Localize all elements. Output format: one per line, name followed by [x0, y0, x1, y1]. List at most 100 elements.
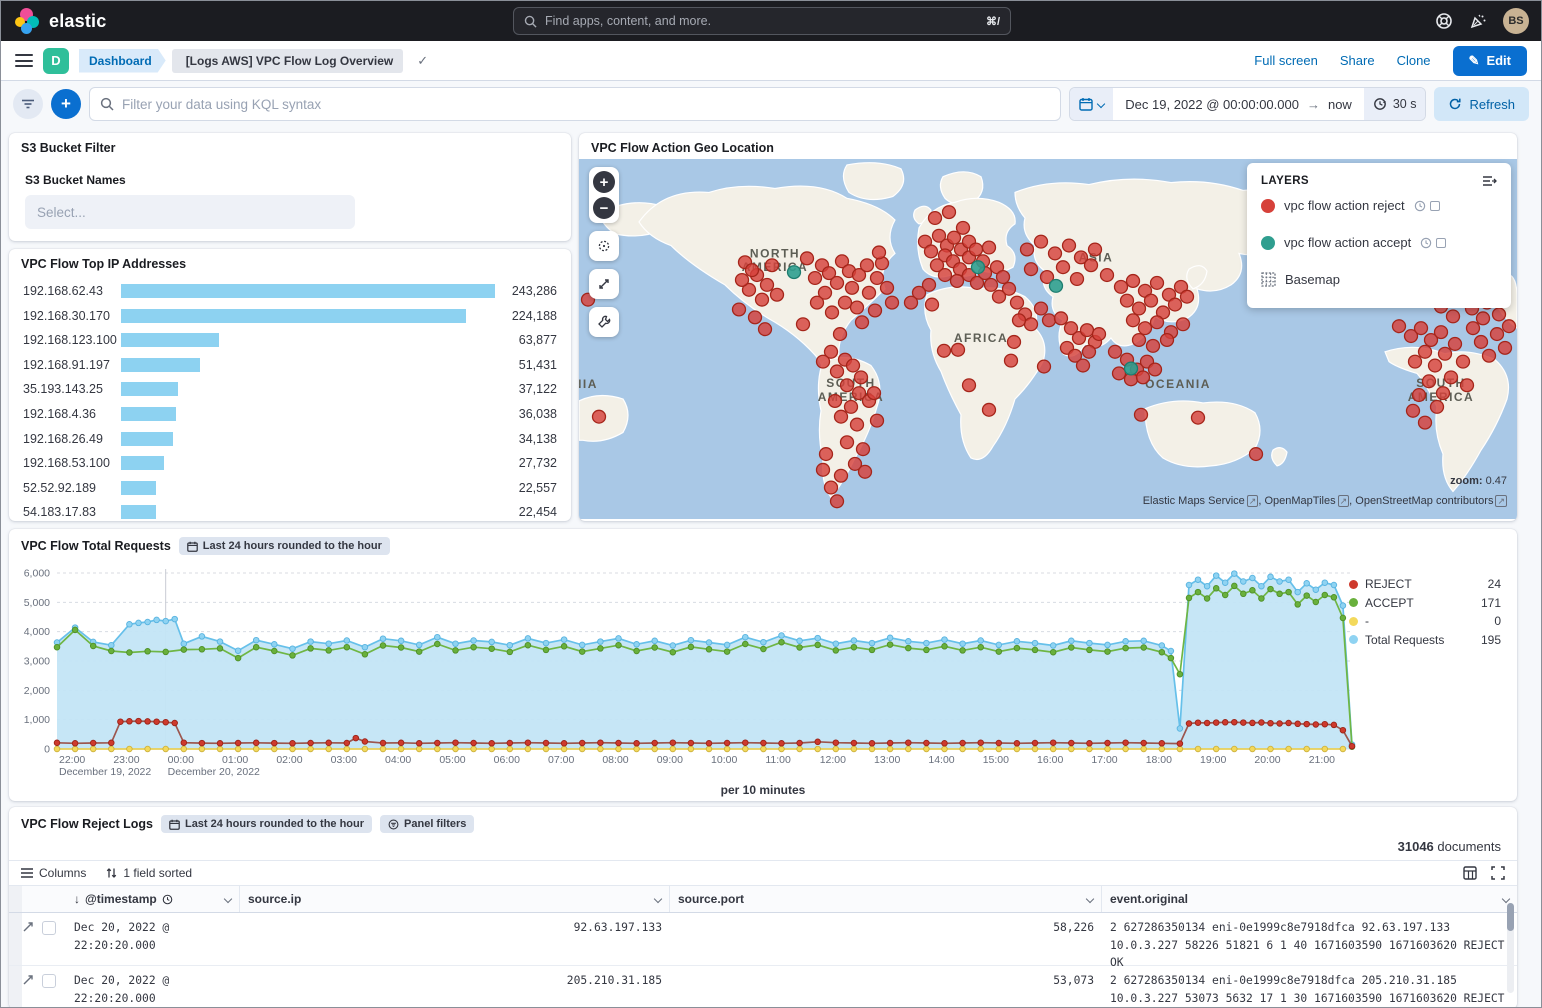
- reject-dot[interactable]: [834, 328, 847, 341]
- reject-dot[interactable]: [1439, 347, 1452, 360]
- reject-dot[interactable]: [831, 277, 844, 290]
- reject-dot[interactable]: [845, 400, 858, 413]
- refresh-button[interactable]: Refresh: [1434, 87, 1529, 121]
- reject-dot[interactable]: [886, 296, 899, 309]
- set-view-icon[interactable]: [593, 235, 615, 257]
- reject-dot[interactable]: [997, 271, 1010, 284]
- reject-dot[interactable]: [835, 410, 848, 423]
- reject-dot[interactable]: [839, 296, 852, 309]
- column-header-source.ip[interactable]: source.ip: [240, 886, 670, 912]
- reject-dot[interactable]: [1431, 400, 1444, 413]
- reject-dot[interactable]: [1393, 320, 1406, 333]
- reject-dot[interactable]: [952, 343, 965, 356]
- reject-dot[interactable]: [1127, 314, 1140, 327]
- add-filter-button[interactable]: +: [51, 89, 81, 119]
- reject-dot[interactable]: [749, 311, 762, 324]
- reject-dot[interactable]: [856, 316, 869, 329]
- layer-row-Basemap[interactable]: Basemap: [1261, 261, 1497, 298]
- reject-dot[interactable]: [851, 418, 864, 431]
- reject-dot[interactable]: [1493, 308, 1506, 321]
- reject-dot[interactable]: [926, 298, 939, 311]
- reject-dot[interactable]: [1467, 322, 1480, 335]
- legend-item--[interactable]: -0: [1349, 612, 1501, 631]
- table-scrollbar[interactable]: [1507, 903, 1514, 993]
- elastic-logo[interactable]: elastic: [1, 8, 106, 34]
- reject-dot[interactable]: [881, 281, 894, 294]
- filter-options-button[interactable]: [13, 89, 43, 119]
- reject-dot[interactable]: [1049, 247, 1062, 260]
- reject-dot[interactable]: [1077, 359, 1090, 372]
- reject-dot[interactable]: [831, 365, 844, 378]
- reject-dot[interactable]: [1127, 275, 1140, 288]
- reject-dot[interactable]: [1071, 273, 1084, 286]
- reject-dot[interactable]: [771, 288, 784, 301]
- reject-dot[interactable]: [1035, 235, 1048, 248]
- fit-to-data-icon[interactable]: [593, 273, 615, 295]
- ip-bar[interactable]: [121, 456, 164, 470]
- attribution-link[interactable]: OpenMapTiles: [1264, 495, 1335, 507]
- reject-dot[interactable]: [1169, 298, 1182, 311]
- layer-checkbox[interactable]: [1436, 238, 1446, 248]
- reject-dot[interactable]: [831, 495, 844, 508]
- reject-dot[interactable]: [1133, 334, 1146, 347]
- reject-dot[interactable]: [1145, 294, 1158, 307]
- reject-dot[interactable]: [817, 355, 830, 368]
- zoom-out-button[interactable]: −: [593, 197, 615, 219]
- share-button[interactable]: Share: [1340, 53, 1375, 68]
- chevron-down-icon[interactable]: [1086, 895, 1094, 903]
- space-avatar[interactable]: D: [43, 48, 69, 74]
- ip-bar[interactable]: [121, 505, 156, 519]
- reject-dot[interactable]: [736, 274, 749, 287]
- reject-dot[interactable]: [1250, 448, 1263, 461]
- reject-dot[interactable]: [1409, 355, 1422, 368]
- reject-dot[interactable]: [1177, 318, 1190, 331]
- world-map[interactable]: NORTHAMERICASOUTHAMERICAAFRICAASIAOCEANI…: [579, 159, 1517, 519]
- reject-dot[interactable]: [1457, 355, 1470, 368]
- reject-dot[interactable]: [871, 414, 884, 427]
- reject-dot[interactable]: [1445, 371, 1458, 384]
- reject-dot[interactable]: [1137, 371, 1150, 384]
- reject-dot[interactable]: [1192, 411, 1205, 424]
- reject-dot[interactable]: [811, 296, 824, 309]
- reject-dot[interactable]: [951, 275, 964, 288]
- legend-item-Total Requests[interactable]: Total Requests195: [1349, 631, 1501, 650]
- reject-dot[interactable]: [869, 304, 882, 317]
- row-checkbox[interactable]: [42, 974, 56, 988]
- reject-dot[interactable]: [1085, 259, 1098, 272]
- accept-dot[interactable]: [1125, 362, 1138, 375]
- user-avatar[interactable]: BS: [1503, 8, 1529, 34]
- reject-dot[interactable]: [868, 387, 881, 400]
- reject-dot[interactable]: [983, 403, 996, 416]
- time-range-display[interactable]: Dec 19, 2022 @ 00:00:00.000 → now: [1113, 88, 1364, 120]
- reject-dot[interactable]: [1101, 269, 1114, 282]
- reject-dot[interactable]: [873, 246, 886, 259]
- reject-dot[interactable]: [756, 293, 769, 306]
- reject-dot[interactable]: [817, 463, 830, 476]
- reject-dot[interactable]: [857, 443, 870, 456]
- reject-dot[interactable]: [1407, 404, 1420, 417]
- expand-row-icon[interactable]: [22, 921, 34, 933]
- reject-dot[interactable]: [1005, 354, 1018, 367]
- reject-dot[interactable]: [1081, 324, 1094, 337]
- zoom-in-button[interactable]: +: [593, 171, 615, 193]
- menu-icon[interactable]: [15, 54, 33, 67]
- reject-dot[interactable]: [1135, 408, 1148, 421]
- ip-bar[interactable]: [121, 333, 219, 347]
- row-checkbox[interactable]: [42, 921, 56, 935]
- reject-dot[interactable]: [1423, 375, 1436, 388]
- layer-checkbox[interactable]: [1430, 201, 1440, 211]
- reject-dot[interactable]: [1499, 341, 1512, 354]
- ip-bar[interactable]: [121, 309, 466, 323]
- display-options-icon[interactable]: [1463, 866, 1477, 880]
- ip-bar[interactable]: [121, 284, 495, 298]
- chevron-down-icon[interactable]: [224, 895, 232, 903]
- reject-dot[interactable]: [835, 469, 848, 482]
- s3-bucket-select[interactable]: Select...: [25, 195, 355, 229]
- reject-dot[interactable]: [1449, 338, 1462, 351]
- full-screen-button[interactable]: Full screen: [1254, 53, 1318, 68]
- reject-dot[interactable]: [1429, 359, 1442, 372]
- reject-dot[interactable]: [1083, 345, 1096, 358]
- reject-dot[interactable]: [1021, 243, 1034, 256]
- edit-button[interactable]: ✎ Edit: [1453, 46, 1527, 76]
- reject-dot[interactable]: [797, 318, 810, 331]
